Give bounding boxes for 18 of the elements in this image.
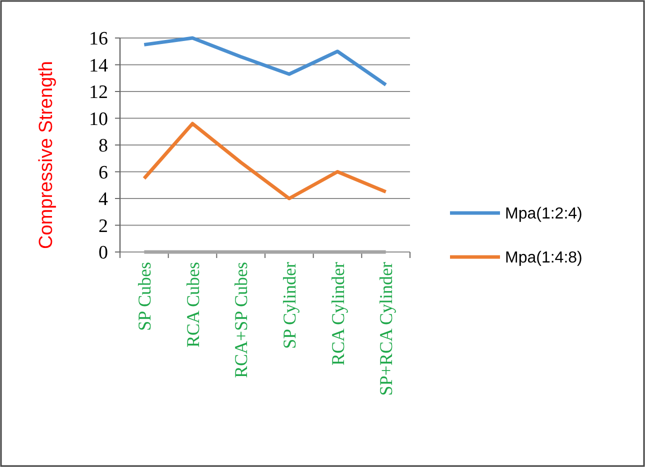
legend-label: Mpa(1:4:8) <box>505 250 582 267</box>
y-tick-label: 10 <box>89 108 108 130</box>
legend-label: Mpa(1:2:4) <box>505 206 582 223</box>
y-tick-label: 8 <box>98 136 108 157</box>
y-axis-title: Compressive Strength <box>36 61 57 249</box>
y-tick-label: 2 <box>98 216 108 237</box>
y-tick-label: 16 <box>89 28 108 50</box>
x-tick-label: RCA Cylinder <box>328 262 348 366</box>
y-tick-label: 0 <box>98 242 108 264</box>
x-tick-label: SP Cylinder <box>279 262 300 349</box>
x-tick-label: SP Cubes <box>134 262 154 331</box>
y-tick-label: 6 <box>98 162 108 184</box>
y-tick-label: 4 <box>98 189 108 210</box>
y-tick-label: 12 <box>89 82 108 104</box>
x-tick-label: SP+RCA Cylinder <box>376 262 396 396</box>
x-tick-label: RCA Cubes <box>182 262 203 348</box>
y-tick-label: 14 <box>89 55 108 76</box>
x-tick-label: RCA+SP Cubes <box>231 262 252 378</box>
